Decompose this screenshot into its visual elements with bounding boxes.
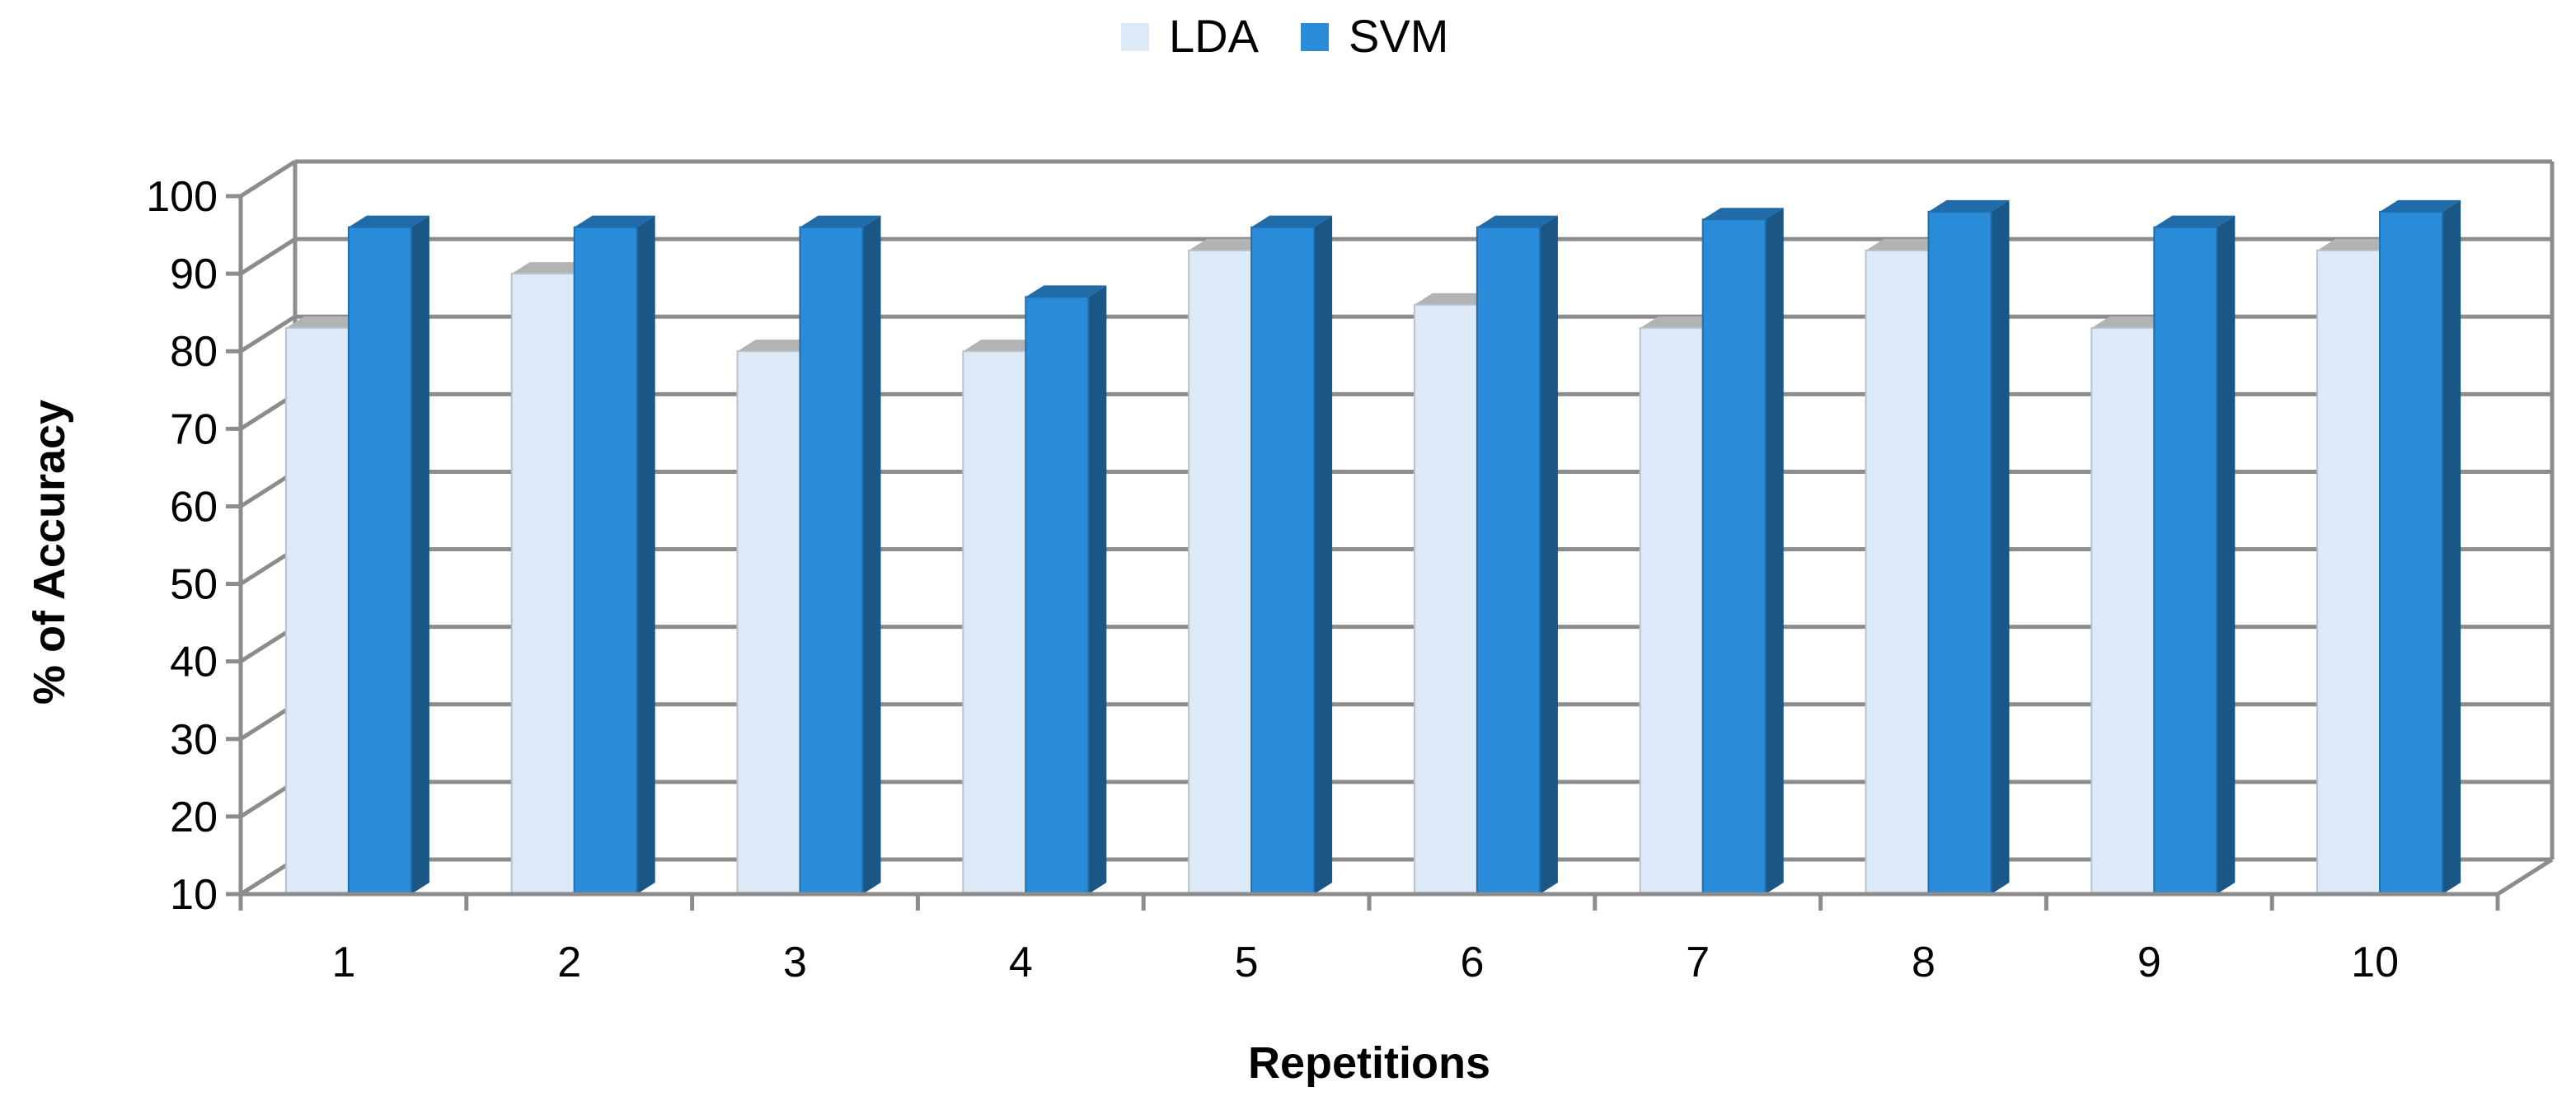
bar-svm-2 — [573, 215, 655, 895]
bar-svm-10 — [2379, 199, 2461, 896]
bar-front — [1701, 218, 1767, 895]
gridline-side — [239, 159, 297, 199]
bar-top — [2380, 199, 2461, 212]
bar-front — [2153, 226, 2218, 895]
bar-side — [2217, 215, 2236, 895]
bar-front — [284, 326, 350, 895]
bars — [284, 199, 2461, 896]
bar-front — [347, 226, 412, 895]
bar-top — [1865, 238, 1947, 251]
bar-side — [1991, 199, 2010, 895]
bar-svm-3 — [799, 215, 881, 895]
bar-front — [2379, 210, 2444, 896]
bar-top — [1928, 199, 2010, 212]
bar-side — [1088, 285, 1107, 894]
legend: LDA SVM — [1121, 10, 1448, 62]
y-tick-label: 80 — [170, 328, 218, 376]
gridline-side — [239, 315, 297, 354]
x-tick-label: 7 — [1686, 939, 1710, 986]
bar-lda-3 — [736, 340, 819, 895]
legend-label-lda: LDA — [1169, 10, 1260, 62]
bar-front — [1927, 210, 1992, 896]
y-tick-label: 60 — [170, 483, 218, 531]
bar-front — [1639, 326, 1704, 895]
bar-top — [1476, 215, 1558, 227]
floor-edge — [2496, 857, 2554, 897]
bar-svm-8 — [1927, 199, 2010, 896]
bar-top — [1414, 293, 1495, 305]
bar-front — [1476, 226, 1541, 895]
bar-front — [573, 226, 638, 895]
bar-top — [285, 316, 367, 328]
x-tick-label: 5 — [1235, 939, 1259, 986]
x-tick-label: 2 — [557, 939, 581, 986]
bar-front — [962, 350, 1027, 895]
bar-front — [1250, 226, 1316, 895]
bar-top — [348, 215, 429, 227]
x-axis-title: Repetitions — [1248, 1038, 1490, 1088]
bar-top — [800, 215, 881, 227]
bar-top — [737, 340, 819, 352]
bar-side — [1314, 215, 1333, 895]
bar-top — [511, 262, 593, 274]
legend-label-svm: SVM — [1349, 10, 1448, 62]
bar-side — [2442, 199, 2461, 895]
x-tick-label: 3 — [783, 939, 807, 986]
bar-top — [1702, 208, 1784, 220]
legend-swatch-lda — [1121, 23, 1149, 51]
bar-front — [1188, 249, 1253, 895]
y-tick-label: 40 — [170, 639, 218, 686]
y-tick-label: 50 — [170, 561, 218, 609]
bar-top — [1025, 285, 1107, 297]
y-tick-label: 30 — [170, 716, 218, 764]
bar-top — [2091, 316, 2173, 328]
x-tick-label: 8 — [1912, 939, 1936, 986]
axes: 10 20 30 40 50 60 70 80 90 100 1 2 3 4 5 6 7 8 9 10 — [146, 173, 2500, 986]
legend-swatch-svm — [1301, 23, 1329, 51]
x-tick-label: 4 — [1009, 939, 1033, 986]
x-tick-label: 1 — [331, 939, 355, 986]
bar-top — [2154, 215, 2236, 227]
y-tick-label: 10 — [170, 871, 218, 919]
bar-svm-1 — [347, 215, 429, 895]
bar-svm-4 — [1025, 285, 1107, 896]
bar-svm-5 — [1250, 215, 1333, 895]
x-tick-label: 10 — [2351, 939, 2399, 986]
y-axis-title: % of Accuracy — [25, 400, 74, 705]
bar-svm-7 — [1701, 208, 1784, 895]
bar-top — [1251, 215, 1333, 227]
bar-side — [862, 215, 881, 895]
bar-front — [2316, 249, 2381, 895]
bar-front — [1025, 296, 1090, 896]
bar-side — [636, 215, 655, 895]
bar-top — [574, 215, 655, 227]
bar-front — [510, 273, 575, 896]
x-tick-label: 6 — [1460, 939, 1484, 986]
bar-front — [1865, 249, 1930, 895]
y-tick-label: 100 — [146, 173, 218, 221]
x-tick-label: 9 — [2137, 939, 2161, 986]
bar-top — [1189, 238, 1270, 251]
bar-top — [1640, 316, 1721, 328]
bar-front — [2090, 326, 2156, 895]
y-tick-label: 70 — [170, 405, 218, 453]
bar-side — [1765, 208, 1784, 894]
y-tick-label: 20 — [170, 794, 218, 841]
y-tick-label: 90 — [170, 251, 218, 298]
bar-side — [411, 215, 429, 895]
gridline-side — [239, 237, 297, 276]
bar-svm-6 — [1476, 215, 1558, 895]
bar-top — [2317, 238, 2399, 251]
bar-front — [736, 350, 801, 895]
bar-side — [1539, 215, 1558, 895]
bar-top — [963, 340, 1044, 352]
bar-svm-9 — [2153, 215, 2236, 895]
bar-front — [799, 226, 864, 895]
bar-front — [1413, 303, 1478, 895]
